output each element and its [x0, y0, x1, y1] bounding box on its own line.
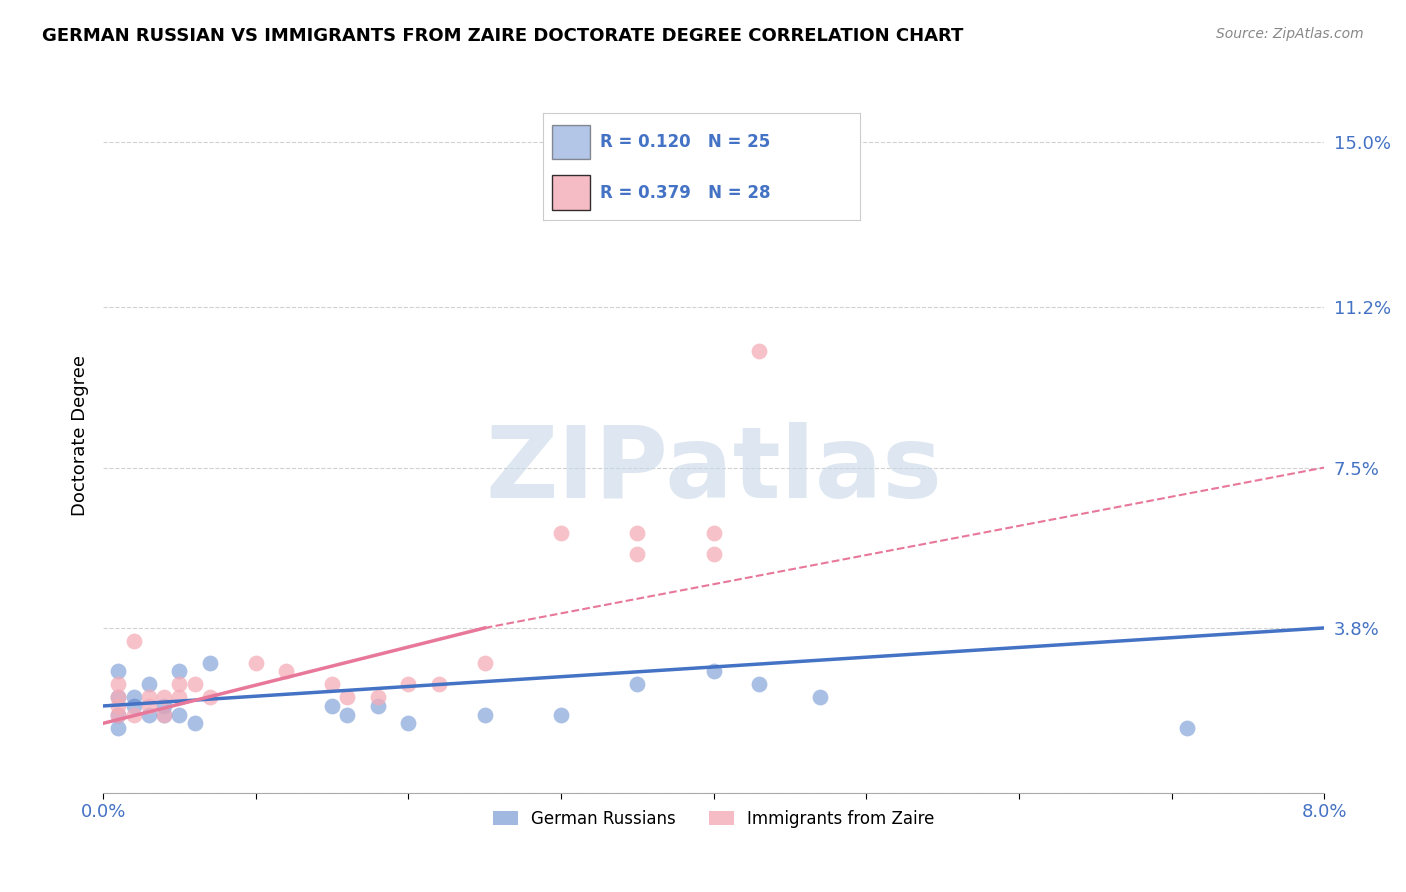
Point [107, 698, 129, 713]
Point [122, 698, 145, 713]
Point [336, 690, 359, 705]
Y-axis label: Doctorate Degree: Doctorate Degree [72, 354, 89, 516]
Point [107, 707, 129, 722]
Text: Source: ZipAtlas.com: Source: ZipAtlas.com [1216, 27, 1364, 41]
Point [183, 677, 205, 691]
Point [169, 707, 191, 722]
Point [321, 677, 343, 691]
Point [626, 547, 648, 561]
Point [550, 525, 572, 540]
Point [198, 690, 221, 705]
Point [169, 665, 191, 679]
Point [169, 677, 191, 691]
Point [367, 690, 389, 705]
Point [474, 656, 496, 670]
Point [107, 690, 129, 705]
Point [138, 698, 160, 713]
Point [122, 690, 145, 705]
Point [138, 707, 160, 722]
Point [703, 665, 725, 679]
Point [703, 547, 725, 561]
Text: ZIPatlas: ZIPatlas [485, 422, 942, 519]
Point [107, 721, 129, 735]
Point [153, 690, 176, 705]
Point [703, 525, 725, 540]
Point [336, 707, 359, 722]
Point [183, 716, 205, 731]
Point [153, 707, 176, 722]
Point [810, 690, 832, 705]
Point [748, 677, 770, 691]
Point [122, 634, 145, 648]
Point [626, 525, 648, 540]
Point [396, 677, 419, 691]
Point [321, 698, 343, 713]
Point [198, 656, 221, 670]
Point [367, 698, 389, 713]
Point [107, 677, 129, 691]
Point [550, 707, 572, 722]
Point [153, 698, 176, 713]
Point [122, 707, 145, 722]
Point [138, 690, 160, 705]
Point [138, 677, 160, 691]
Point [107, 665, 129, 679]
Point [153, 707, 176, 722]
Point [276, 665, 298, 679]
Point [748, 343, 770, 358]
Point [245, 656, 267, 670]
Point [107, 707, 129, 722]
Text: GERMAN RUSSIAN VS IMMIGRANTS FROM ZAIRE DOCTORATE DEGREE CORRELATION CHART: GERMAN RUSSIAN VS IMMIGRANTS FROM ZAIRE … [42, 27, 963, 45]
Point [169, 690, 191, 705]
Point [107, 690, 129, 705]
Point [1175, 721, 1198, 735]
Point [396, 716, 419, 731]
Legend: German Russians, Immigrants from Zaire: German Russians, Immigrants from Zaire [486, 803, 942, 834]
Point [626, 677, 648, 691]
Point [427, 677, 450, 691]
Point [474, 707, 496, 722]
